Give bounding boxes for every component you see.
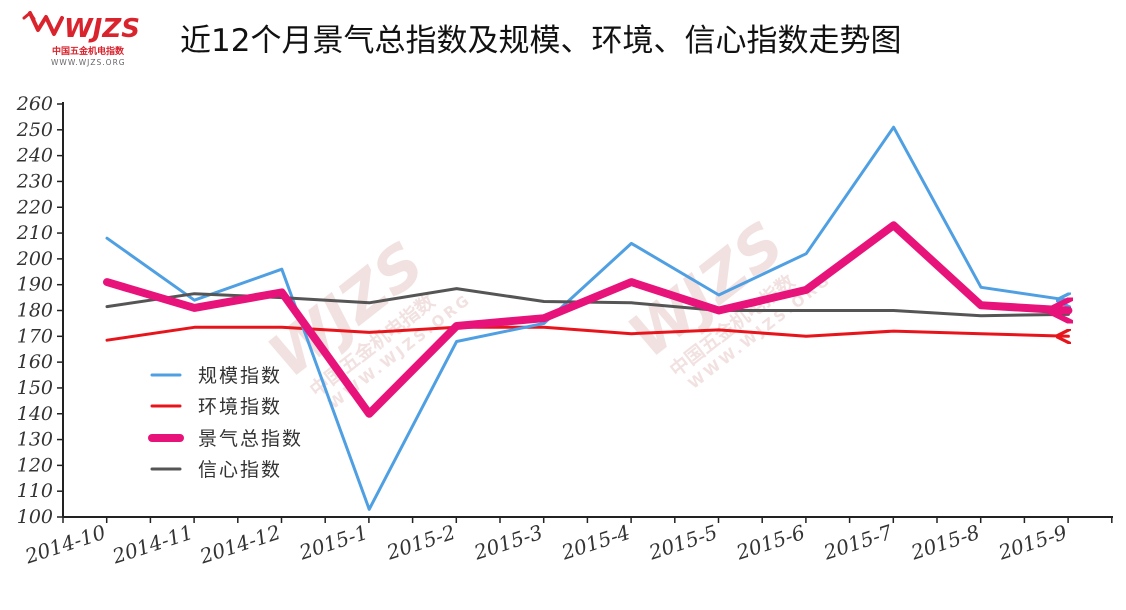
x-tick-label: 2015-7	[820, 520, 896, 565]
y-tick-label: 240	[16, 145, 53, 167]
y-tick-label: 200	[16, 248, 53, 270]
y-tick-label: 120	[17, 454, 53, 476]
logo-url: WWW.WJZS.ORG	[51, 58, 126, 67]
x-tick-label: 2015-2	[383, 520, 458, 565]
x-tick-label: 2014-12	[196, 520, 283, 569]
legend-label: 信心指数	[198, 459, 282, 481]
y-tick-label: 130	[17, 429, 53, 451]
y-tick-label: 100	[17, 506, 53, 528]
series-line	[105, 125, 1068, 511]
logo: WJZS 中国五金机电指数 WWW.WJZS.ORG	[22, 11, 140, 67]
y-tick-label: 160	[17, 351, 53, 373]
series-line	[105, 325, 1068, 340]
y-tick-label: 140	[17, 403, 53, 425]
logo-brand: WJZS	[64, 14, 140, 44]
logo-subtitle: 中国五金机电指数	[52, 45, 125, 57]
y-tick-label: 110	[17, 480, 53, 502]
y-tick-label: 180	[17, 300, 53, 322]
chart-title: 近12个月景气总指数及规模、环境、信心指数走势图	[180, 23, 901, 59]
y-tick-label: 250	[16, 119, 53, 141]
y-tick-label: 260	[16, 93, 53, 115]
x-tick-label: 2015-4	[558, 520, 633, 565]
legend-label: 景气总指数	[198, 428, 303, 450]
x-tick-label: 2015-3	[470, 520, 545, 565]
x-tick-label: 2015-5	[645, 520, 720, 565]
y-tick-label: 150	[17, 377, 53, 399]
legend-label: 规模指数	[198, 365, 282, 387]
y-tick-label: 210	[16, 222, 53, 244]
x-tick-label: 2015-8	[907, 520, 982, 565]
legend-label: 环境指数	[198, 396, 282, 418]
y-tick-label: 220	[16, 196, 53, 218]
y-tick-label: 230	[16, 170, 53, 192]
y-tick-label: 190	[17, 274, 53, 296]
logo-swoosh-icon	[28, 11, 64, 36]
x-tick-label: 2015-9	[995, 520, 1071, 565]
y-tick-label: 170	[17, 325, 53, 347]
series-layer	[103, 125, 1068, 511]
x-tick-label: 2014-11	[109, 520, 196, 569]
watermark-left: WJZS 中国五金机电指数 WWW.WJZS.ORG	[256, 229, 475, 413]
x-tick-label: 2015-1	[295, 520, 370, 565]
logo-arrow-icon	[22, 11, 36, 21]
x-tick-label: 2015-6	[732, 520, 808, 565]
watermark-right: WJZS 中国五金机电指数 WWW.WJZS.ORG	[616, 209, 835, 393]
